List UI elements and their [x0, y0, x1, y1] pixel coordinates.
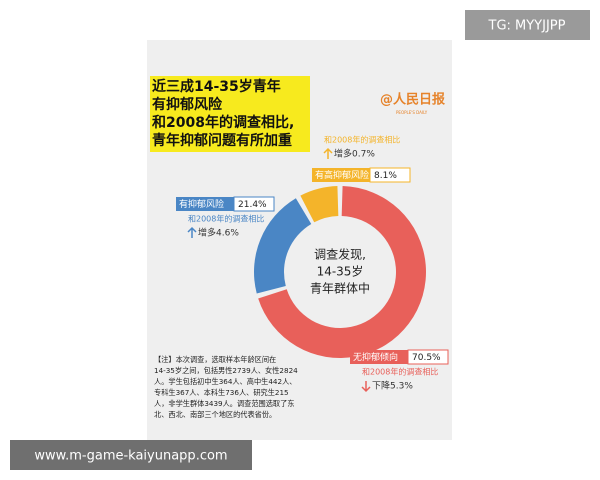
comparison-label: 和2008年的调查相比 — [362, 367, 438, 377]
title-line: 有抑郁风险 — [152, 96, 223, 113]
category-box — [350, 350, 408, 364]
watermark: TG: MYYJJPP — [488, 19, 566, 34]
value-label: 21.4% — [238, 200, 267, 210]
value-box — [369, 167, 411, 183]
note-line: 人。学生包括初中生364人、高中生442人、 — [154, 377, 296, 386]
comparison-label: 和2008年的调查相比 — [188, 214, 264, 224]
donut-segment — [300, 186, 339, 223]
category-label: 有抑郁风险 — [179, 198, 224, 210]
note-line: 专科生367人、本科生736人、研究生215 — [154, 388, 289, 397]
change-label: 下降5.3% — [372, 380, 413, 392]
category-box — [176, 197, 234, 211]
change-label: 增多4.6% — [198, 227, 239, 239]
value-label: 70.5% — [412, 353, 441, 363]
change-arrow — [323, 147, 333, 159]
change-label: 增多0.7% — [334, 148, 375, 160]
note-line: 北、西北、南部三个地区的代表省份。 — [154, 410, 276, 419]
note-line: 【注】本次调查，选取样本年龄区间在 — [154, 355, 276, 364]
logo-sub: PEOPLE'S DAILY — [396, 110, 428, 115]
value-box — [407, 349, 449, 365]
category-box — [312, 168, 370, 182]
title-line: 青年抑郁问题有所加重 — [152, 132, 292, 149]
category-label: 有高抑郁风险 — [315, 169, 369, 181]
change-arrow — [187, 226, 197, 238]
center-text: 调查发现, 14-35岁 青年群体中 — [310, 247, 370, 296]
center-line: 调查发现, — [314, 247, 366, 262]
donut-segment — [258, 186, 426, 359]
category-label: 无抑郁倾向 — [353, 351, 398, 363]
watermark-box — [465, 10, 590, 40]
url: www.m-game-kaiyunapp.com — [34, 449, 227, 464]
url-box — [10, 440, 252, 470]
change-arrow — [361, 381, 371, 393]
note-line: 14-35岁之间，包括男性2739人、女性2824 — [154, 366, 298, 375]
center-line: 青年群体中 — [310, 281, 370, 296]
donut-segment — [253, 198, 312, 294]
title-line: 和2008年的调查相比, — [152, 114, 294, 131]
value-label: 8.1% — [374, 171, 397, 181]
title-line: 近三成14-35岁青年 — [152, 78, 281, 95]
note-line: 人，非学生群体3439人。调查范围选取了东 — [154, 399, 294, 408]
center-line: 14-35岁 — [317, 264, 364, 279]
comparison-label: 和2008年的调查相比 — [324, 135, 400, 145]
title-highlight — [150, 76, 310, 152]
value-box — [233, 196, 275, 212]
logo: @人民日报 — [380, 92, 446, 108]
